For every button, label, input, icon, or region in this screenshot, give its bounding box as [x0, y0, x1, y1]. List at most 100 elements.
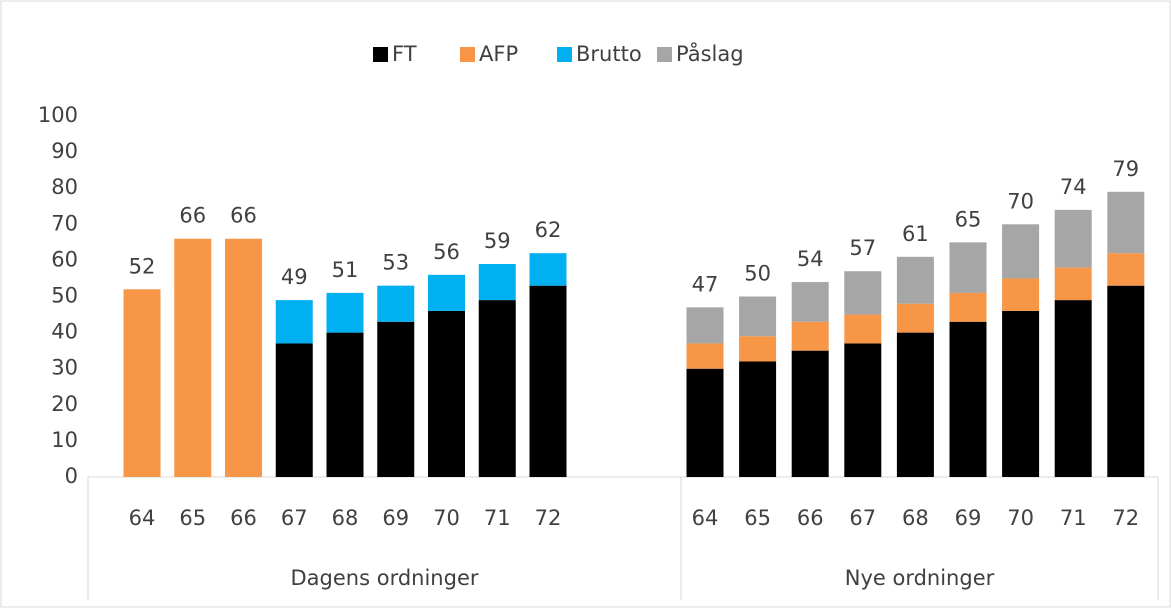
bar-segment [686, 307, 724, 344]
bar-segment [275, 343, 313, 477]
total-label: 59 [484, 229, 511, 253]
bar-segment [225, 238, 262, 477]
x-tick-label: 66 [230, 506, 257, 530]
x-tick-label: 66 [797, 506, 824, 530]
total-label: 61 [902, 222, 929, 246]
y-tick-label: 60 [51, 247, 78, 271]
bar-segment [1107, 285, 1145, 477]
bar-segment [896, 256, 934, 304]
legend-swatch [557, 47, 572, 62]
total-label: 50 [744, 262, 771, 286]
y-tick-label: 0 [65, 464, 78, 488]
bar-segment [529, 253, 567, 286]
bar-segment [478, 264, 516, 301]
total-label: 57 [849, 236, 876, 260]
total-label: 65 [955, 207, 982, 231]
legend-swatch [373, 47, 388, 62]
bar-segment [791, 350, 829, 477]
bar-segment [686, 343, 724, 369]
bar-segment [791, 282, 829, 322]
total-label: 74 [1060, 175, 1087, 199]
bar-segment [739, 296, 777, 337]
y-tick-label: 10 [51, 428, 78, 452]
bar-segment [275, 300, 313, 344]
y-tick-label: 100 [38, 103, 78, 127]
x-tick-label: 72 [1112, 506, 1139, 530]
group-label: Nye ordninger [845, 566, 995, 590]
y-tick-label: 30 [51, 356, 78, 380]
bar-segment [326, 332, 364, 477]
total-label: 54 [797, 247, 824, 271]
bar-segment [739, 336, 777, 362]
legend-label: FT [392, 42, 417, 66]
bar-segment [1002, 224, 1040, 279]
bar-segment [478, 300, 516, 477]
y-tick-label: 70 [51, 211, 78, 235]
total-label: 56 [433, 240, 460, 264]
bar-segment [949, 321, 987, 477]
bar-segment [428, 274, 465, 311]
legend-label: Påslag [676, 41, 744, 66]
bar-segment [428, 310, 465, 477]
bar-segment [949, 292, 987, 322]
y-tick-label: 20 [51, 392, 78, 416]
group-label: Dagens ordninger [291, 566, 479, 590]
bar-segment [1054, 209, 1092, 268]
y-tick-label: 90 [51, 139, 78, 163]
x-tick-label: 65 [744, 506, 771, 530]
x-tick-label: 65 [179, 506, 206, 530]
legend-label: Brutto [576, 42, 642, 66]
x-tick-label: 67 [849, 506, 876, 530]
bar-segment [123, 289, 161, 477]
total-label: 49 [281, 265, 308, 289]
bar-segment [174, 238, 212, 477]
x-tick-label: 67 [281, 506, 308, 530]
bar-segment [1002, 310, 1040, 477]
bar-segment [326, 292, 364, 333]
x-tick-label: 69 [955, 506, 982, 530]
bar-segment [949, 242, 987, 293]
bar-segment [377, 321, 415, 477]
legend-label: AFP [479, 42, 518, 66]
total-label: 79 [1112, 157, 1139, 181]
x-tick-label: 64 [692, 506, 719, 530]
x-tick-label: 70 [433, 506, 460, 530]
y-tick-label: 80 [51, 175, 78, 199]
x-tick-label: 68 [902, 506, 929, 530]
total-label: 66 [179, 204, 206, 228]
y-tick-label: 40 [51, 320, 78, 344]
bar-segment [686, 368, 724, 477]
bar-segment [1107, 253, 1145, 286]
x-tick-label: 71 [1060, 506, 1087, 530]
bar-segment [1002, 278, 1040, 311]
x-tick-label: 70 [1007, 506, 1034, 530]
total-label: 51 [332, 258, 359, 282]
bar-segment [896, 332, 934, 477]
bar-segment [896, 303, 934, 333]
bar-segment [844, 314, 882, 344]
bar-segment [377, 285, 415, 322]
bar-segment [844, 343, 882, 477]
bar-segment [1054, 267, 1092, 301]
total-label: 66 [230, 204, 257, 228]
bar-segment [529, 285, 567, 477]
bar-segment [739, 361, 777, 477]
bar-segment [1107, 191, 1145, 254]
bar-segment [844, 271, 882, 315]
total-label: 70 [1007, 189, 1034, 213]
legend-swatch [460, 47, 475, 62]
legend-swatch [657, 47, 672, 62]
total-label: 52 [129, 254, 156, 278]
total-label: 53 [382, 251, 409, 275]
bar-segment [791, 321, 829, 351]
x-tick-label: 69 [382, 506, 409, 530]
total-label: 47 [692, 272, 719, 296]
x-tick-label: 71 [484, 506, 511, 530]
x-tick-label: 68 [332, 506, 359, 530]
x-tick-label: 64 [129, 506, 156, 530]
x-tick-label: 72 [535, 506, 562, 530]
bar-segment [1054, 300, 1092, 477]
y-tick-label: 50 [51, 284, 78, 308]
total-label: 62 [535, 218, 562, 242]
